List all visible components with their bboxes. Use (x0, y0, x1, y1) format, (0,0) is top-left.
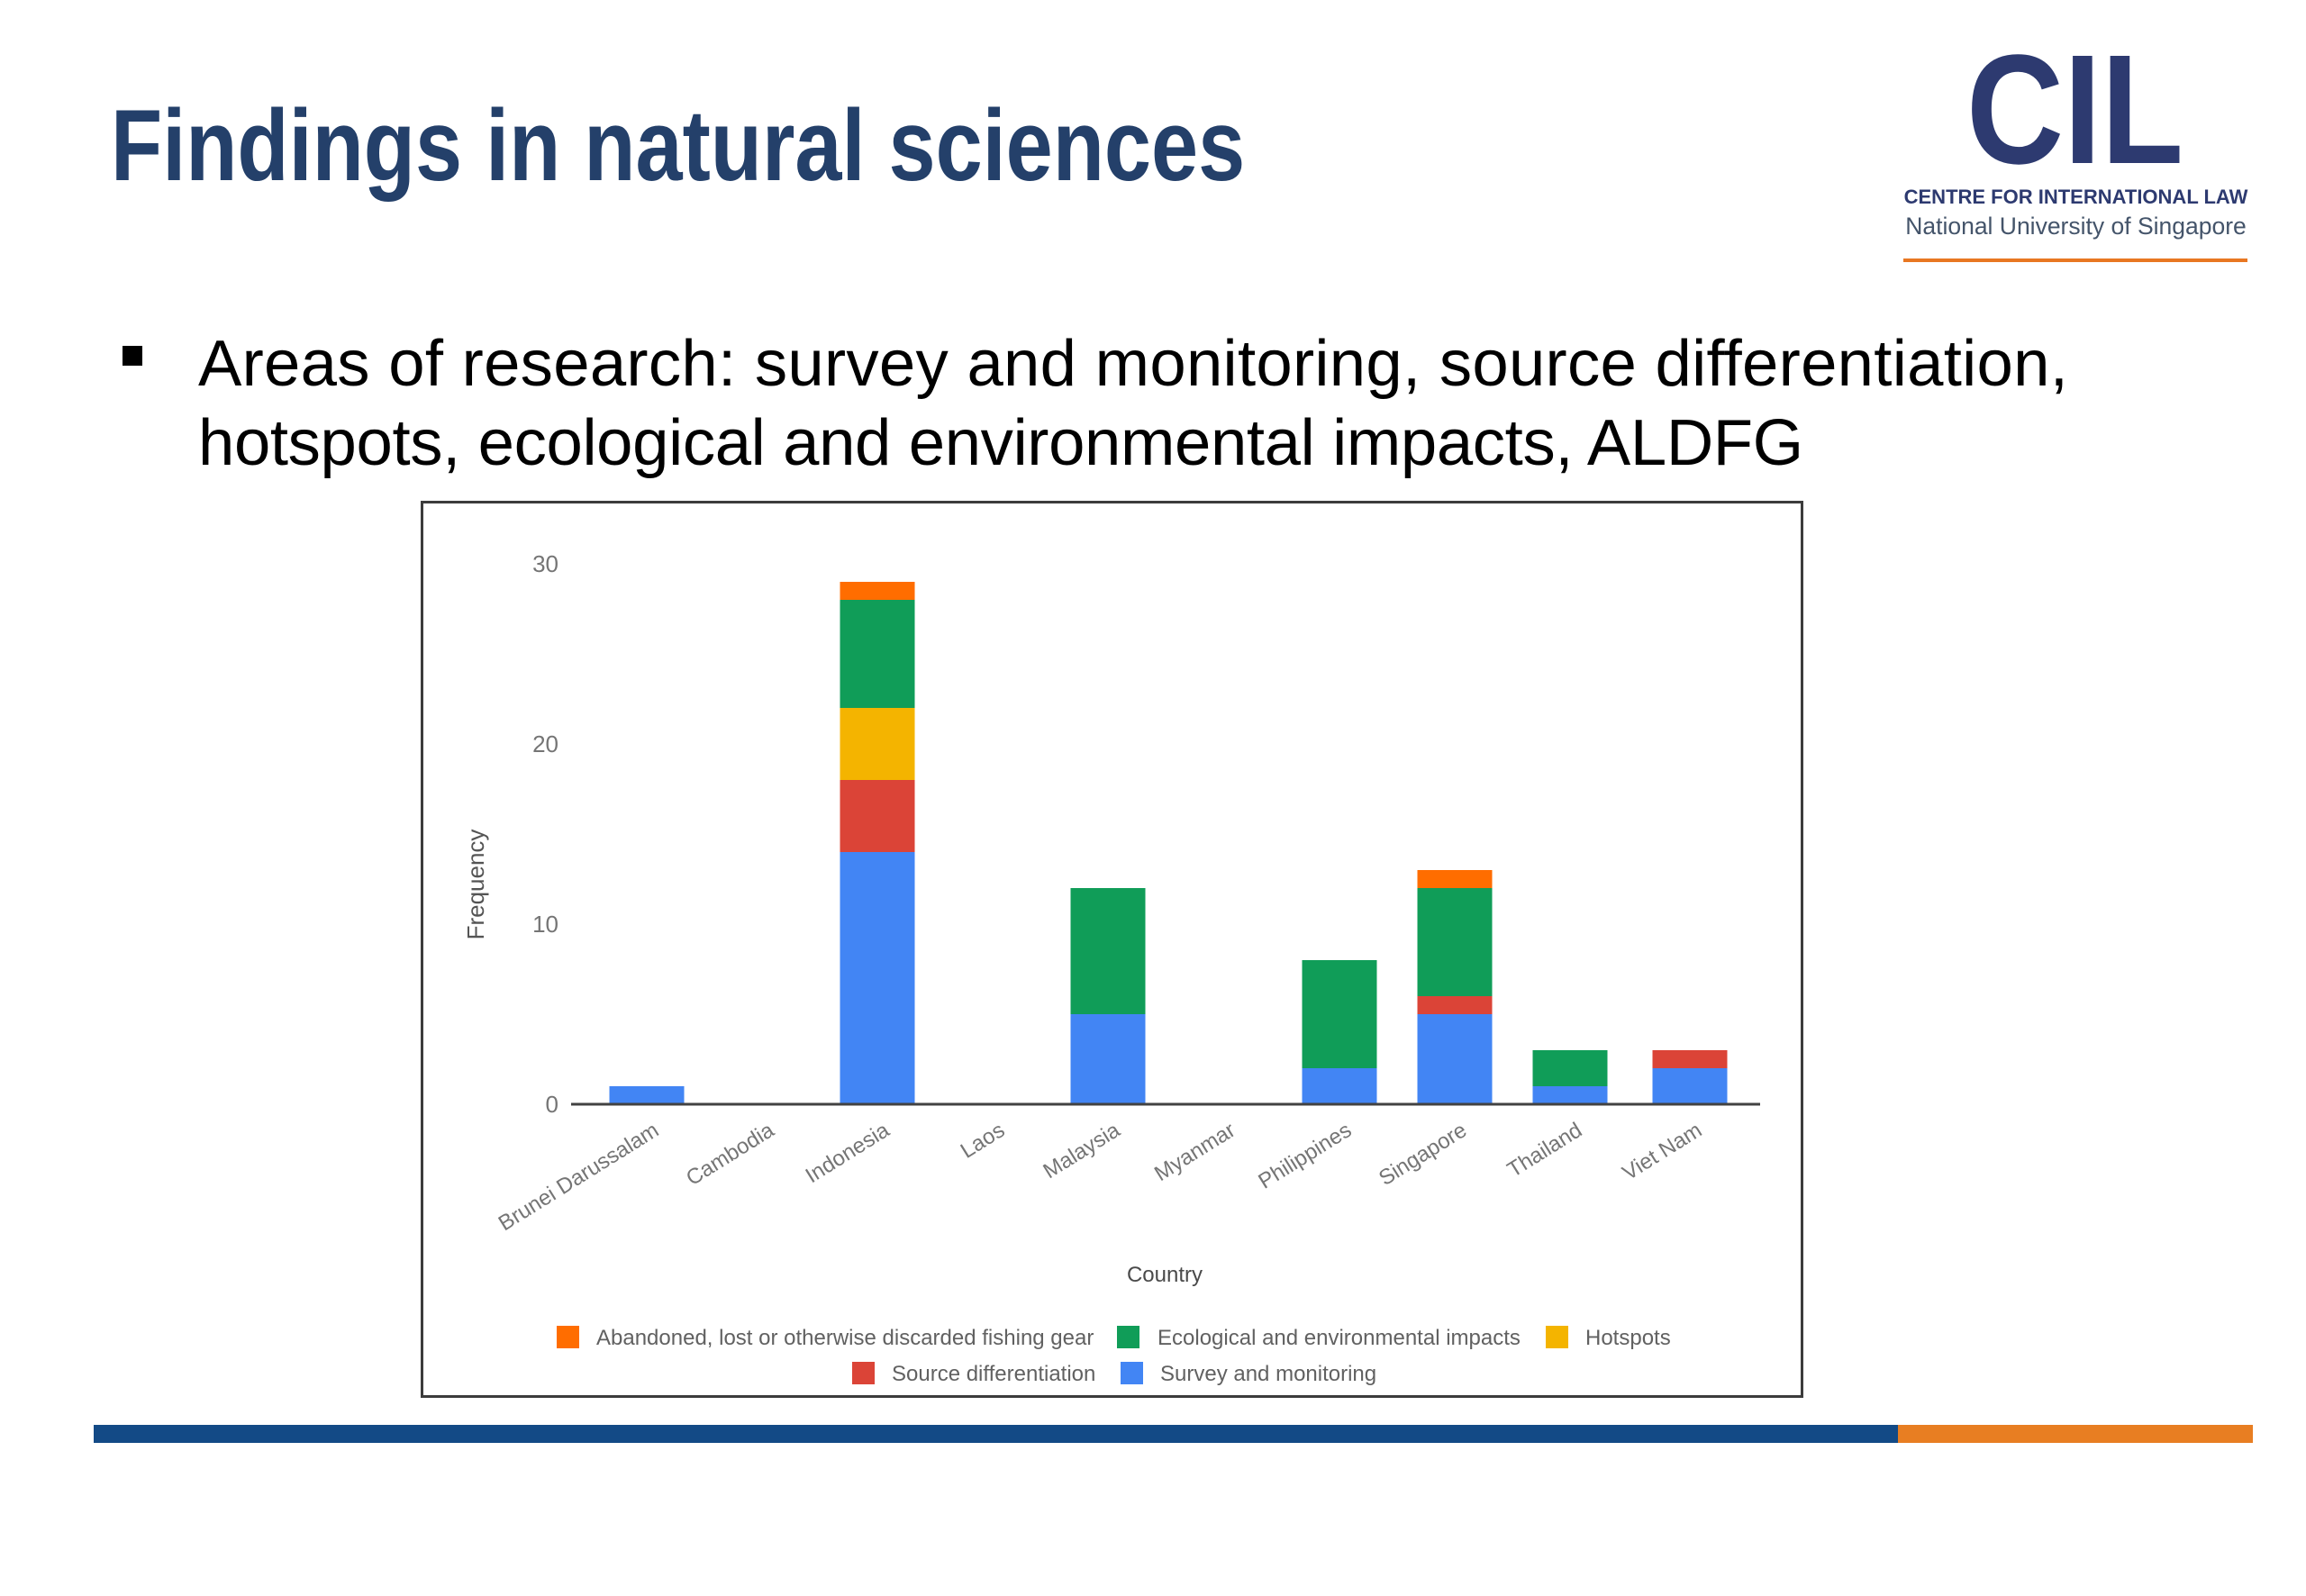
svg-text:Survey and monitoring: Survey and monitoring (1160, 1362, 1376, 1386)
svg-text:Malaysia: Malaysia (1040, 1118, 1125, 1183)
svg-text:20: 20 (532, 730, 558, 757)
svg-text:0: 0 (546, 1091, 558, 1118)
svg-text:Viet Nam: Viet Nam (1619, 1118, 1707, 1185)
svg-text:Thailand: Thailand (1503, 1118, 1586, 1183)
svg-text:Cambodia: Cambodia (682, 1118, 779, 1191)
svg-text:Hotspots: Hotspots (1585, 1326, 1671, 1350)
svg-text:Brunei Darussalam: Brunei Darussalam (495, 1118, 663, 1236)
svg-text:10: 10 (532, 911, 558, 938)
svg-text:Country: Country (1127, 1263, 1203, 1287)
svg-text:Indonesia: Indonesia (802, 1118, 894, 1188)
svg-text:Laos: Laos (957, 1118, 1009, 1163)
svg-text:Philippines: Philippines (1254, 1118, 1356, 1193)
svg-text:Singapore: Singapore (1375, 1118, 1471, 1191)
svg-text:Frequency: Frequency (462, 830, 489, 940)
svg-text:30: 30 (532, 550, 558, 577)
svg-text:Ecological and environmental i: Ecological and environmental impacts (1158, 1326, 1521, 1350)
svg-text:Myanmar: Myanmar (1150, 1118, 1239, 1186)
svg-text:Abandoned, lost or otherwise d: Abandoned, lost or otherwise discarded f… (596, 1326, 1094, 1350)
svg-text:Source differentiation: Source differentiation (892, 1362, 1095, 1386)
